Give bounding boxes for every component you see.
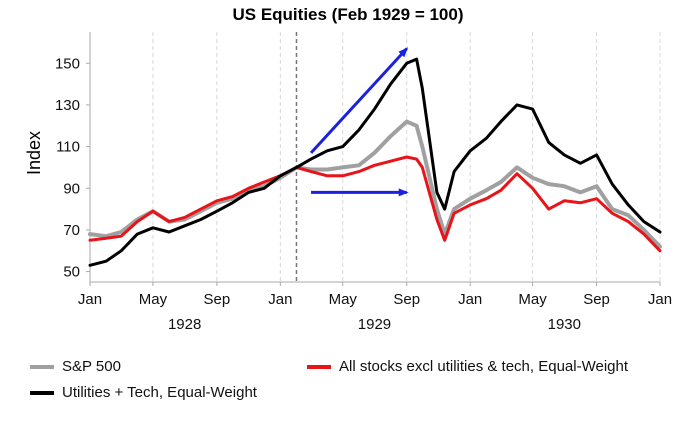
legend-item-sp500: S&P 500 bbox=[30, 358, 121, 375]
y-tick-label: 50 bbox=[63, 264, 80, 281]
x-year-label: 1928 bbox=[168, 316, 201, 333]
series-line-0 bbox=[88, 119, 662, 249]
legend-label-sp500: S&P 500 bbox=[62, 358, 121, 375]
annotation-arrow-0 bbox=[309, 47, 409, 154]
x-tick-label: Sep bbox=[583, 291, 610, 308]
x-tick-label: May bbox=[518, 291, 547, 308]
x-year-label: 1929 bbox=[358, 316, 391, 333]
x-tick-label: May bbox=[329, 291, 358, 308]
x-year-label: 1930 bbox=[548, 316, 581, 333]
chart-title: US Equities (Feb 1929 = 100) bbox=[232, 5, 463, 24]
legend-label-utilities-tech: Utilities + Tech, Equal-Weight bbox=[62, 384, 257, 401]
y-tick-label: 150 bbox=[55, 55, 80, 72]
x-tick-label: Jan bbox=[78, 291, 102, 308]
legend-swatch-excl-utilities-tech bbox=[307, 364, 331, 369]
legend-item-excl-utilities-tech: All stocks excl utilities & tech, Equal-… bbox=[307, 358, 628, 375]
legend-swatch-sp500 bbox=[30, 364, 54, 369]
y-tick-label: 110 bbox=[56, 139, 80, 156]
y-tick-label: 130 bbox=[55, 97, 80, 114]
series-line-1 bbox=[88, 155, 662, 253]
x-tick-label: May bbox=[139, 291, 168, 308]
x-tick-label: Jan bbox=[458, 291, 482, 308]
x-tick-label: Sep bbox=[393, 291, 420, 308]
legend-label-excl-utilities-tech: All stocks excl utilities & tech, Equal-… bbox=[339, 358, 629, 375]
x-tick-label: Jan bbox=[648, 291, 672, 308]
legend-swatch-utilities-tech bbox=[30, 390, 54, 395]
legend-item-utilities-tech: Utilities + Tech, Equal-Weight bbox=[30, 384, 257, 401]
x-tick-label: Jan bbox=[268, 291, 292, 308]
y-tick-label: 70 bbox=[63, 222, 80, 239]
y-axis-label: Index bbox=[24, 131, 44, 175]
series-line-2 bbox=[88, 57, 662, 267]
x-tick-label: Sep bbox=[204, 291, 231, 308]
y-tick-label: 90 bbox=[63, 180, 80, 197]
